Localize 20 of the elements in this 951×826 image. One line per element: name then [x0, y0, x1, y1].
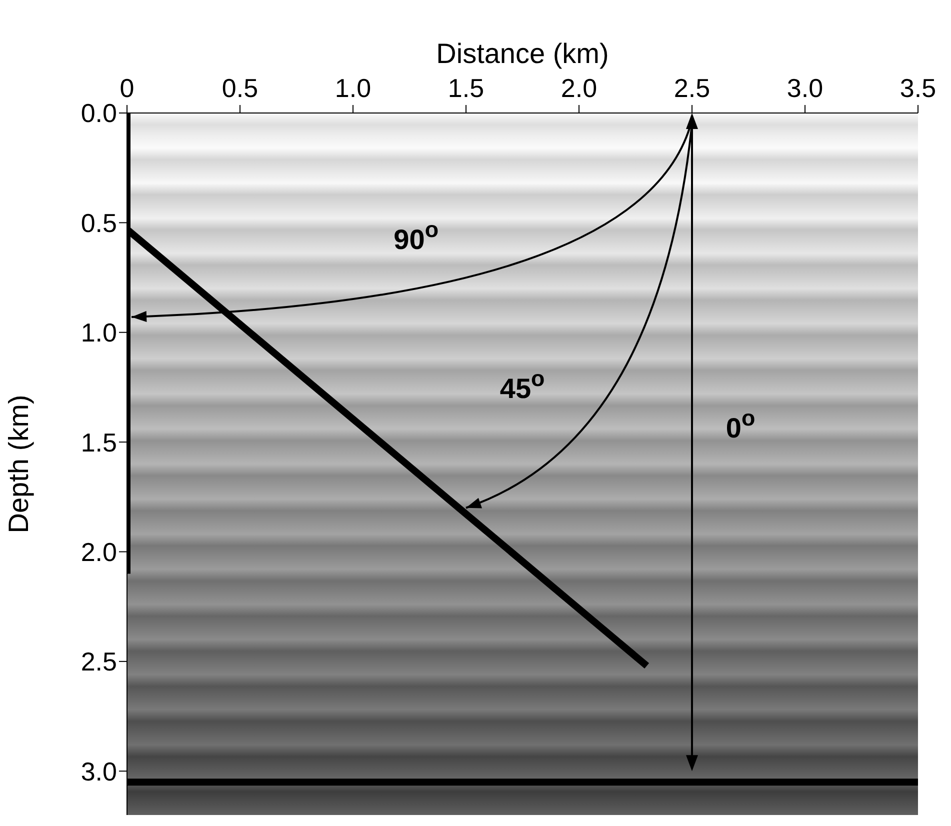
- y-tick-label: 0.0: [80, 98, 117, 128]
- x-tick-label: 3.0: [786, 73, 824, 103]
- x-tick-label: 2.0: [560, 73, 598, 103]
- annotation: 0$^{o}$: [726, 405, 756, 444]
- y-tick-label: 1.5: [80, 427, 117, 458]
- x-tick-label: 0: [120, 73, 134, 103]
- y-tick-label: 2.0: [80, 536, 117, 567]
- x-tick-label: 0.5: [222, 73, 258, 103]
- y-tick-label: 1.0: [80, 318, 117, 348]
- y-tick-label: 0.5: [80, 208, 117, 238]
- y-tick-label: 3.0: [80, 756, 117, 786]
- x-axis-title: Distance (km): [436, 38, 609, 69]
- x-tick-label: 3.5: [900, 73, 936, 103]
- y-tick-label: 2.5: [80, 646, 117, 677]
- y-axis-title: Depth (km): [2, 394, 34, 534]
- x-tick-label: 2.5: [674, 73, 710, 103]
- annotation: 45$^{o}$: [500, 366, 545, 404]
- x-tick-label: 1.5: [448, 73, 484, 103]
- x-tick-label: 1.0: [334, 73, 372, 103]
- annotation: 90$^{o}$: [394, 216, 439, 256]
